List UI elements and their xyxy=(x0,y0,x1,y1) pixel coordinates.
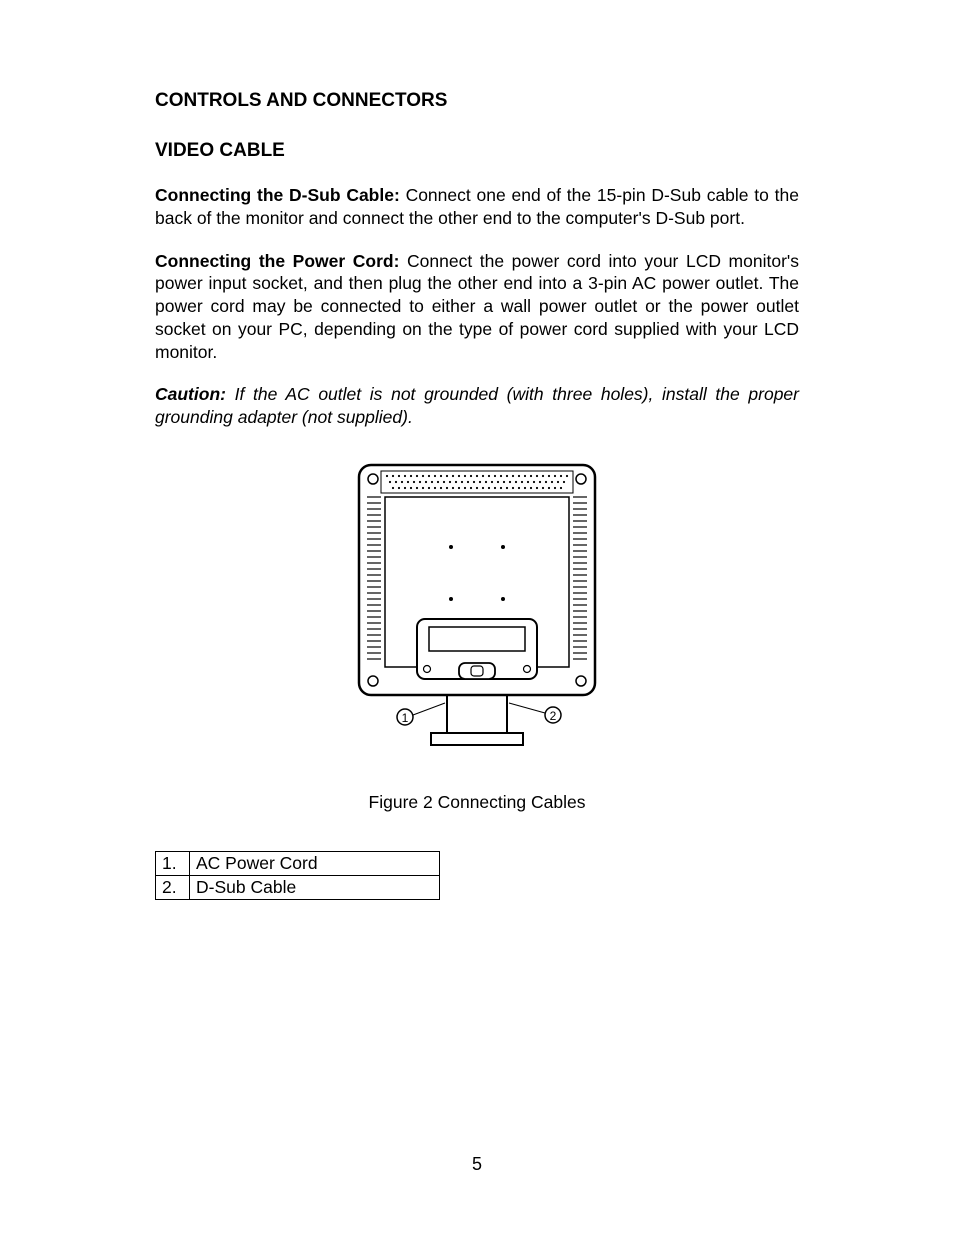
page-number: 5 xyxy=(0,1154,954,1175)
dsub-label: Connecting the D-Sub Cable: xyxy=(155,185,400,205)
legend-table: 1. AC Power Cord 2. D-Sub Cable xyxy=(155,851,440,900)
legend-num: 2. xyxy=(156,875,190,899)
table-row: 1. AC Power Cord xyxy=(156,851,440,875)
legend-num: 1. xyxy=(156,851,190,875)
paragraph-power: Connecting the Power Cord: Connect the p… xyxy=(155,250,799,364)
callout-2: 2 xyxy=(550,709,557,723)
caution-text: If the AC outlet is not grounded (with t… xyxy=(155,384,799,427)
section-subheading: VIDEO CABLE xyxy=(155,140,799,162)
figure-caption: Figure 2 Connecting Cables xyxy=(155,792,799,813)
power-label: Connecting the Power Cord: xyxy=(155,251,399,271)
legend-label: D-Sub Cable xyxy=(190,875,440,899)
caution-paragraph: Caution: If the AC outlet is not grounde… xyxy=(155,383,799,429)
callout-1: 1 xyxy=(402,711,409,725)
page-heading: CONTROLS AND CONNECTORS xyxy=(155,90,799,112)
figure-container: 1 2 xyxy=(155,457,799,762)
legend-label: AC Power Cord xyxy=(190,851,440,875)
table-row: 2. D-Sub Cable xyxy=(156,875,440,899)
paragraph-dsub: Connecting the D-Sub Cable: Connect one … xyxy=(155,184,799,230)
caution-label: Caution: xyxy=(155,384,226,404)
monitor-diagram: 1 2 xyxy=(347,457,607,757)
